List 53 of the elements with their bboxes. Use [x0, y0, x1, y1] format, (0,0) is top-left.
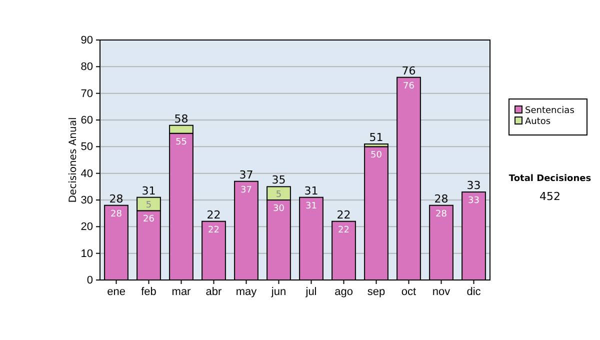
data-label: 55	[176, 137, 187, 148]
data-label: 5	[146, 200, 152, 210]
y-tick-label: 80	[80, 61, 93, 74]
total-label: 76	[402, 64, 416, 78]
total-label: 35	[272, 174, 286, 187]
total-label: 31	[304, 184, 318, 198]
x-tick-label: oct	[401, 286, 416, 298]
y-tick-label: 50	[80, 141, 93, 154]
data-label: 28	[110, 209, 122, 220]
data-label: 22	[338, 225, 350, 236]
data-label: 33	[468, 196, 480, 206]
data-label: 28	[436, 209, 448, 220]
total-label: 22	[336, 208, 351, 222]
data-label: 76	[403, 81, 415, 92]
total-label: 33	[466, 179, 481, 192]
y-tick-label: 0	[86, 274, 93, 287]
y-tick-label: 20	[80, 221, 93, 234]
total-label: 31	[142, 184, 156, 198]
x-tick-label: feb	[141, 286, 156, 298]
x-tick-label: sep	[367, 286, 386, 298]
x-tick-label: ene	[107, 286, 126, 298]
y-tick-label: 10	[80, 248, 93, 260]
data-label: 5	[276, 190, 282, 200]
data-label: 30	[273, 204, 285, 214]
data-label: 26	[143, 214, 155, 225]
text: Total Decisiones	[508, 174, 592, 184]
total-label: 37	[239, 168, 254, 182]
y-tick-label: 70	[80, 88, 93, 100]
x-tick-label: nov	[432, 286, 451, 298]
y-tick-label: 90	[80, 34, 93, 47]
y-axis-title: Decisiones Anual	[68, 117, 79, 203]
x-tick-label: may	[236, 286, 258, 298]
data-label: 50	[370, 150, 382, 161]
total-label: 58	[174, 112, 188, 126]
x-tick-label: jul	[304, 286, 317, 298]
y-tick-label: 60	[80, 114, 93, 127]
x-tick-label: abr	[206, 286, 222, 298]
y-tick-label: 40	[80, 168, 93, 180]
x-tick-label: jun	[270, 286, 286, 298]
total-label: 28	[434, 192, 448, 206]
total-label: 51	[369, 131, 384, 144]
data-label: 22	[208, 225, 220, 236]
total-label: 28	[109, 192, 124, 206]
legend-label: Sentencias	[525, 106, 575, 116]
data-label: 31	[306, 201, 317, 212]
y-tick-label: 30	[80, 194, 93, 207]
text: 452	[540, 190, 560, 203]
x-tick-label: dic	[466, 286, 482, 298]
legend-label: Autos	[525, 117, 551, 127]
total-label: 22	[206, 208, 221, 222]
data-label: 37	[240, 185, 252, 196]
x-tick-label: ago	[334, 286, 353, 298]
x-tick-label: mar	[172, 286, 192, 298]
